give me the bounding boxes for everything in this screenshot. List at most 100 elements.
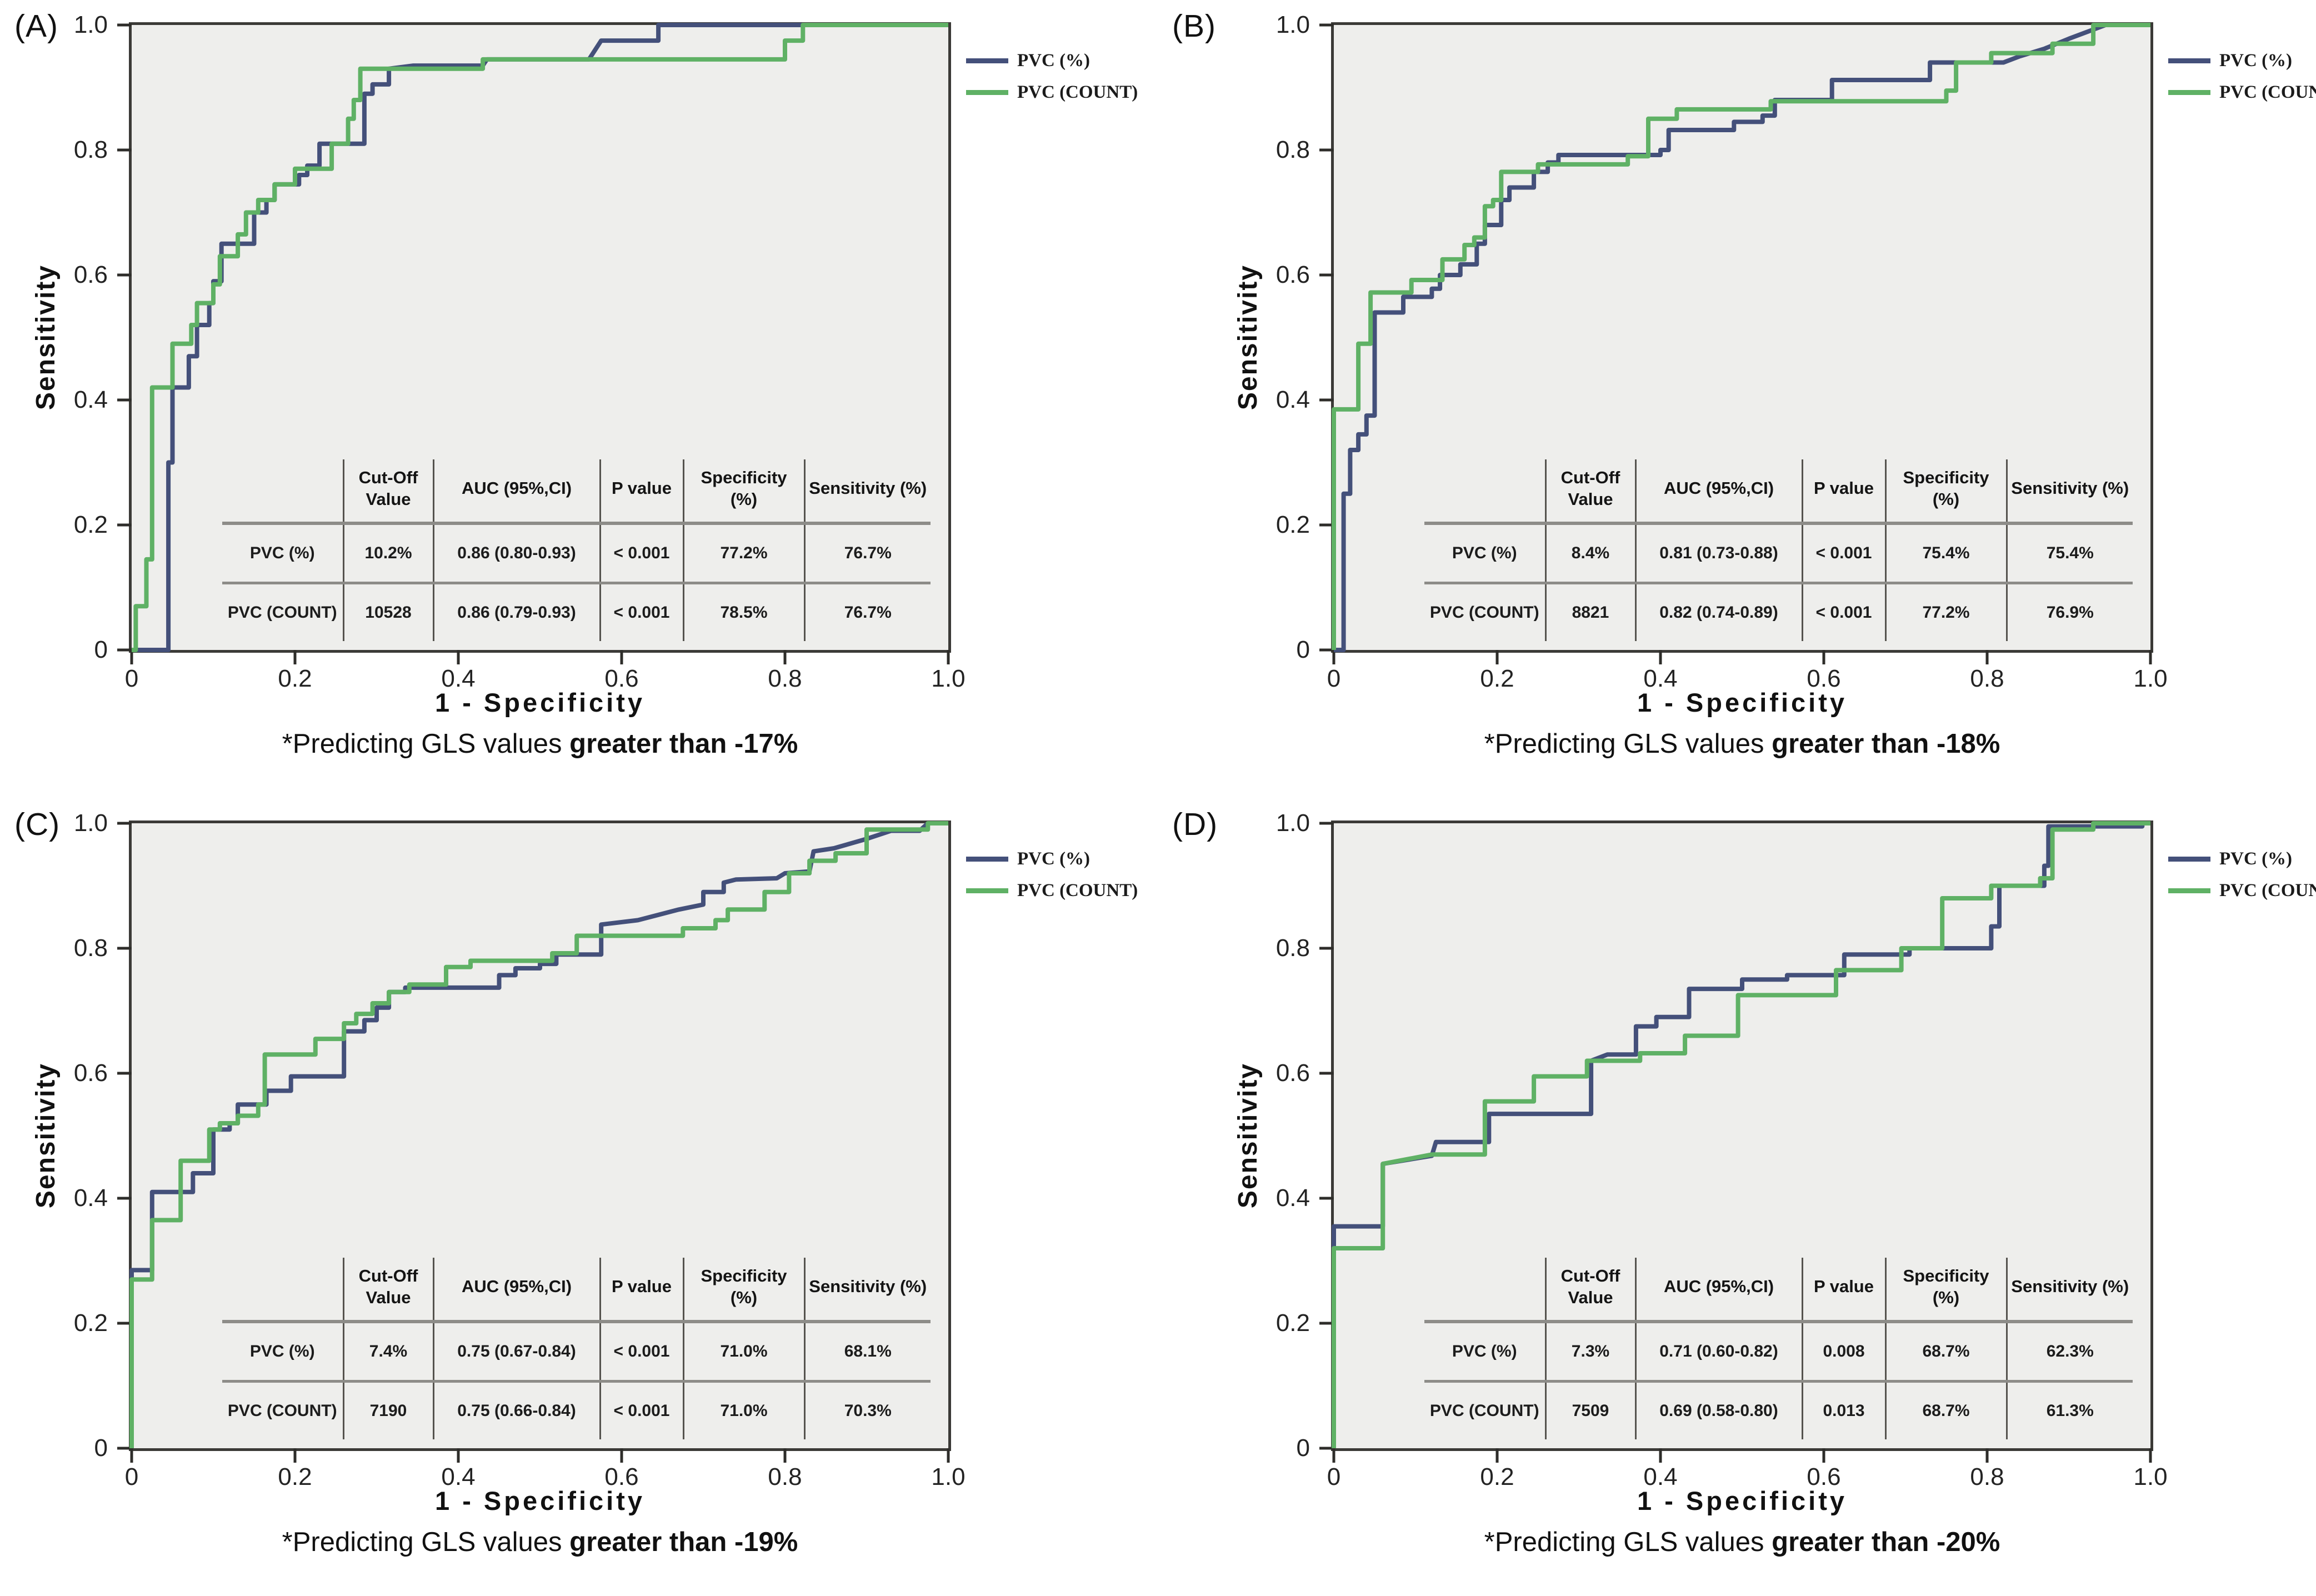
cutoff-value: 8.4% <box>1544 523 1635 584</box>
header-specificity: Specificity (%) <box>1884 1258 2007 1323</box>
y-tick-label: 0.2 <box>73 1309 108 1337</box>
y-tick-label: 0.2 <box>1275 1309 1310 1337</box>
legend-line-pvc-pct-icon <box>966 58 1008 63</box>
row-label: PVC (%) <box>1424 1321 1545 1383</box>
legend-label: PVC (%) <box>2219 849 2293 869</box>
specificity-value: 68.7% <box>1884 1381 2007 1439</box>
auc-value: 0.82 (0.74-0.89) <box>1634 583 1802 641</box>
row-label: PVC (%) <box>222 1321 343 1383</box>
table-header-row: Cut-Off Value AUC (95%,CI) P value Speci… <box>1424 1258 2133 1323</box>
specificity-value: 68.7% <box>1884 1321 2007 1383</box>
x-axis-title: 1 - Specificity <box>1637 1486 1847 1515</box>
header-auc: AUC (95%,CI) <box>432 459 600 525</box>
header-auc: AUC (95%,CI) <box>1634 459 1802 525</box>
sensitivity-value: 62.3% <box>2005 1321 2133 1383</box>
legend-item: PVC (%) <box>2168 51 2316 71</box>
x-tick-label: 0.8 <box>768 665 802 692</box>
table-row: PVC (COUNT) 7190 0.75 (0.66-0.84) < 0.00… <box>222 1381 931 1439</box>
panel-label: (D) <box>1172 807 1218 842</box>
x-tick-label: 0.4 <box>1643 665 1678 692</box>
x-tick-label: 0.2 <box>278 665 312 692</box>
cutoff-value: 10528 <box>342 583 433 641</box>
cutoff-value: 7.3% <box>1544 1321 1635 1383</box>
p-value: < 0.001 <box>599 523 683 584</box>
y-tick-label: 0.4 <box>1275 386 1310 413</box>
panel-caption: *Predicting GLS values greater than -17% <box>65 728 1015 759</box>
x-tick-label: 1.0 <box>931 1463 966 1490</box>
legend: PVC (%) PVC (COUNT) <box>2168 849 2316 912</box>
caption-text: *Predicting GLS values <box>282 729 570 759</box>
legend-item: PVC (%) <box>966 849 1277 869</box>
y-tick-label: 0.8 <box>73 136 108 163</box>
header-empty <box>222 1258 343 1323</box>
x-axis-title: 1 - Specificity <box>435 1486 645 1515</box>
cutoff-value: 7.4% <box>342 1321 433 1383</box>
legend-label: PVC (COUNT) <box>1017 82 1138 102</box>
x-tick-label: 1.0 <box>931 665 966 692</box>
auc-value: 0.75 (0.66-0.84) <box>432 1381 600 1439</box>
table-row: PVC (%) 7.4% 0.75 (0.67-0.84) < 0.001 71… <box>222 1321 931 1383</box>
row-label: PVC (%) <box>1424 523 1545 584</box>
y-tick-label: 0.6 <box>1275 1059 1310 1087</box>
caption-text: *Predicting GLS values <box>282 1527 570 1557</box>
sensitivity-value: 75.4% <box>2005 523 2133 584</box>
legend-line-pvc-count-icon <box>966 888 1008 893</box>
caption-bold: greater than -20% <box>1772 1527 2000 1557</box>
legend: PVC (%) PVC (COUNT) <box>966 51 1277 114</box>
caption-text: *Predicting GLS values <box>1484 1527 1772 1557</box>
legend-label: PVC (%) <box>1017 849 1091 869</box>
table-row: PVC (%) 8.4% 0.81 (0.73-0.88) < 0.001 75… <box>1424 523 2133 584</box>
header-cutoff: Cut-Off Value <box>1544 459 1635 525</box>
table-header-row: Cut-Off Value AUC (95%,CI) P value Speci… <box>1424 459 2133 525</box>
panel-label: (A) <box>14 8 58 44</box>
roc-plot-a: Sensitivity Cut-Off Value AUC (95%,CI) P… <box>31 11 1138 759</box>
legend-item: PVC (COUNT) <box>2168 82 2316 103</box>
row-label: PVC (COUNT) <box>1429 603 1539 622</box>
panel-caption: *Predicting GLS values greater than -18% <box>1267 728 2217 759</box>
y-tick-label: 1.0 <box>1275 809 1310 837</box>
x-tick-label: 0.4 <box>1643 1463 1678 1490</box>
legend: PVC (%) PVC (COUNT) <box>2168 51 2316 114</box>
x-tick-label: 1.0 <box>2133 1463 2168 1490</box>
y-axis-title: Sensitivity <box>31 264 61 411</box>
y-tick-label: 0.6 <box>73 261 108 288</box>
legend-item: PVC (COUNT) <box>966 82 1277 103</box>
header-empty <box>222 459 343 525</box>
x-tick-label: 0.4 <box>441 665 476 692</box>
table-row: PVC (COUNT) 7509 0.69 (0.58-0.80) 0.013 … <box>1424 1381 2133 1439</box>
auc-value: 0.81 (0.73-0.88) <box>1634 523 1802 584</box>
row-label: PVC (COUNT) <box>227 603 337 622</box>
table-row: PVC (%) 7.3% 0.71 (0.60-0.82) 0.008 68.7… <box>1424 1321 2133 1383</box>
table-row: PVC (COUNT) 10528 0.86 (0.79-0.93) < 0.0… <box>222 583 931 641</box>
y-axis-title: Sensitivity <box>1233 264 1263 411</box>
x-axis-title: 1 - Specificity <box>435 688 645 717</box>
panel-a: (A) Sensitivity Cut-Off Value AUC (95%,C… <box>0 0 1158 798</box>
specificity-value: 71.0% <box>682 1381 804 1439</box>
y-tick-label: 0.8 <box>1275 934 1310 962</box>
specificity-value: 77.2% <box>1884 583 2007 641</box>
legend-line-pvc-count-icon <box>966 90 1008 95</box>
x-tick-label: 0.8 <box>1970 665 2004 692</box>
caption-bold: greater than -19% <box>569 1527 798 1557</box>
stats-table: Cut-Off Value AUC (95%,CI) P value Speci… <box>222 1258 931 1439</box>
legend-line-pvc-count-icon <box>2168 888 2210 893</box>
p-value: < 0.001 <box>599 1321 683 1383</box>
x-tick-label: 0.6 <box>604 665 639 692</box>
header-sensitivity: Sensitivity (%) <box>803 1258 931 1323</box>
legend-label: PVC (COUNT) <box>1017 880 1138 900</box>
p-value: < 0.001 <box>599 1381 683 1439</box>
legend-label: PVC (%) <box>2219 51 2293 71</box>
header-auc: AUC (95%,CI) <box>432 1258 600 1323</box>
sensitivity-value: 68.1% <box>803 1321 931 1383</box>
roc-curves-svg <box>117 23 950 664</box>
panel-label: (C) <box>14 807 61 842</box>
legend-line-pvc-pct-icon <box>2168 58 2210 63</box>
panel-d: (D) Sensitivity Cut-Off Value AUC (95%,C… <box>1158 798 2316 1596</box>
table-header-row: Cut-Off Value AUC (95%,CI) P value Speci… <box>222 1258 931 1323</box>
p-value: < 0.001 <box>1801 523 1885 584</box>
x-tick-label: 0.8 <box>768 1463 802 1490</box>
panel-label: (B) <box>1172 8 1216 44</box>
panel-b: (B) Sensitivity Cut-Off Value AUC (95%,C… <box>1158 0 2316 798</box>
y-axis-title: Sensitivity <box>31 1063 61 1209</box>
y-tick-label: 0.8 <box>1275 136 1310 163</box>
